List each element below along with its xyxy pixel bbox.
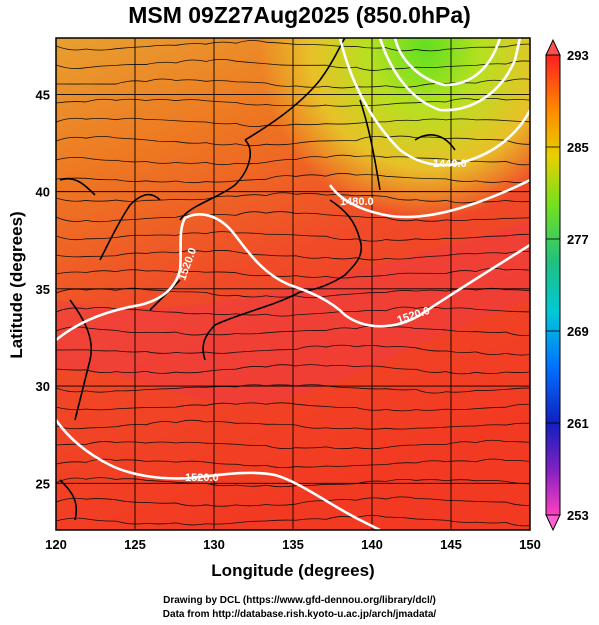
streamline (56, 117, 530, 128)
credit-line-1: Drawing by DCL (https://www.gfd-dennou.o… (163, 595, 436, 606)
colorbar: 293 285 277 269 261 253 (545, 38, 589, 532)
colorbar-top-arrow (545, 38, 561, 56)
streamline (56, 514, 530, 527)
y-tick-label: 40 (36, 185, 50, 200)
colorbar-tick-label: 277 (567, 232, 589, 247)
streamline (56, 344, 530, 356)
streamline (56, 364, 530, 375)
colorbar-tick-label: 285 (567, 140, 589, 155)
streamline (56, 325, 530, 337)
streamline (56, 154, 530, 166)
streamline (56, 173, 530, 184)
streamline (56, 458, 530, 469)
streamline (56, 477, 530, 488)
x-axis-ticks: 120 125 130 135 140 145 150 (45, 537, 541, 552)
y-tick-label: 25 (36, 476, 50, 491)
y-tick-label: 35 (36, 282, 50, 297)
y-tick-label: 30 (36, 379, 50, 394)
height-contours (56, 38, 530, 530)
streamline (56, 306, 530, 317)
x-tick-label: 135 (282, 537, 304, 552)
contour-label-1520-south: 1520.0 (185, 472, 219, 484)
colorbar-tick-label: 269 (567, 324, 589, 339)
x-tick-label: 140 (361, 537, 383, 552)
streamline (56, 419, 530, 430)
x-tick-label: 145 (440, 537, 462, 552)
plot-frame (55, 37, 531, 531)
contour-label-1440: 1440.0 (433, 158, 467, 170)
credit-line-2: Data from http://database.rish.kyoto-u.a… (162, 609, 437, 620)
streamline (56, 402, 530, 412)
colorbar-bottom-arrow (545, 514, 561, 532)
y-axis-ticks: 25 30 35 40 45 (36, 87, 50, 491)
x-axis-label: Longitude (degrees) (211, 561, 374, 580)
streamline (56, 496, 530, 507)
colorbar-tick-label: 261 (567, 416, 589, 431)
y-axis-label: Latitude (degrees) (7, 211, 26, 358)
streamline (56, 211, 530, 223)
x-tick-label: 120 (45, 537, 67, 552)
streamline (56, 135, 530, 147)
colorbar-tick-label: 293 (567, 48, 589, 63)
streamline (56, 192, 530, 204)
colorbar-scale (545, 54, 561, 516)
streamline (56, 58, 530, 71)
colorbar-ticks: 293 285 277 269 261 253 (546, 48, 589, 523)
x-tick-label: 125 (124, 537, 146, 552)
contour-label-1480: 1480.0 (340, 196, 374, 208)
streamline (56, 439, 530, 450)
colorbar-tick-label: 253 (567, 508, 589, 523)
x-tick-label: 150 (519, 537, 541, 552)
streamline (56, 231, 530, 242)
chart-title: MSM 09Z27Aug2025 (850.0hPa) (128, 2, 471, 28)
streamline (56, 249, 530, 261)
streamline (56, 40, 530, 52)
y-tick-label: 45 (36, 87, 50, 102)
streamline (56, 268, 530, 279)
x-tick-label: 130 (203, 537, 225, 552)
coastlines (59, 38, 456, 521)
